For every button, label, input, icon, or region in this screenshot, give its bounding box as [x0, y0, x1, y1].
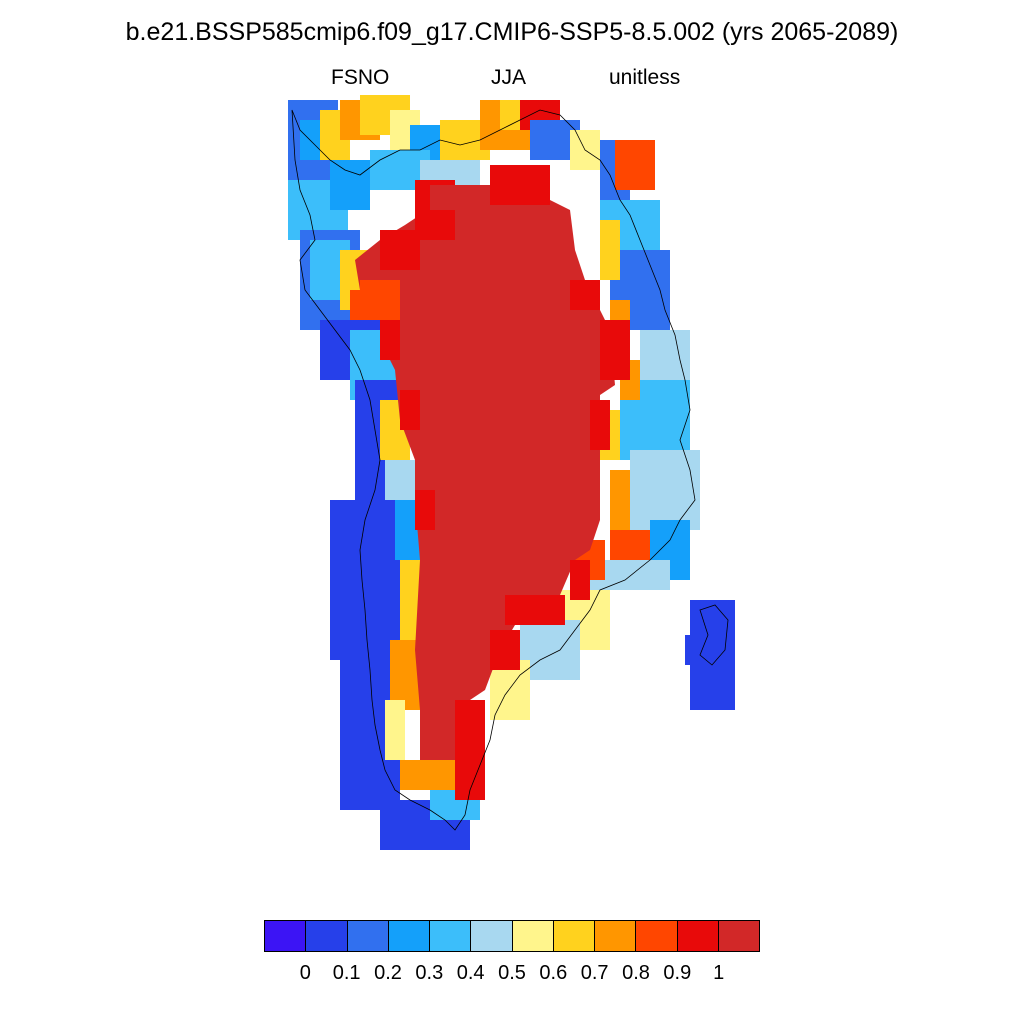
colorbar-tick-label: 0.9: [663, 962, 692, 984]
colorbar-swatch: [553, 921, 595, 951]
colorbar-swatch: [306, 921, 348, 951]
coastline: [291, 109, 729, 831]
units-label: unitless: [609, 66, 681, 89]
colorbar-tick-label: 0.3: [415, 962, 444, 984]
colorbar-swatch: [718, 921, 759, 951]
colorbar-swatch: [388, 921, 430, 951]
colorbar-swatch: [430, 921, 472, 951]
colorbar-tick-label: 0.4: [456, 962, 485, 984]
variable-label: FSNO: [331, 66, 390, 89]
colorbar-tick-label: 0.5: [498, 962, 526, 984]
plot-title: b.e21.BSSP585cmip6.f09_g17.CMIP6-SSP5-8.…: [125, 18, 899, 46]
colorbar-tick-labels: 0 0.1 0.2 0.3 0.4 0.5 0.6 0.7 0.8 0.9 1: [0, 962, 1024, 992]
map-cells-coast: [288, 95, 735, 850]
season-label: JJA: [491, 66, 527, 89]
colorbar-swatch: [265, 921, 307, 951]
colorbar-tick-label: 0.2: [374, 962, 402, 984]
colorbar-tick-label: 0.7: [580, 962, 609, 984]
colorbar-swatch: [347, 921, 389, 951]
colorbar-tick-label: 1: [713, 962, 725, 984]
colorbar: [264, 920, 760, 952]
colorbar-tick-label: 0.1: [332, 962, 361, 984]
map-cells-interior: [355, 165, 630, 760]
colorbar-swatch: [512, 921, 554, 951]
colorbar-swatch: [677, 921, 719, 951]
colorbar-swatch: [471, 921, 513, 951]
colorbar-tick-label: 0.8: [622, 962, 650, 984]
colorbar-swatch: [636, 921, 678, 951]
colorbar-tick-label: 0.6: [539, 962, 568, 984]
colorbar-tick-label: 0: [299, 962, 311, 984]
colorbar-swatch: [595, 921, 637, 951]
